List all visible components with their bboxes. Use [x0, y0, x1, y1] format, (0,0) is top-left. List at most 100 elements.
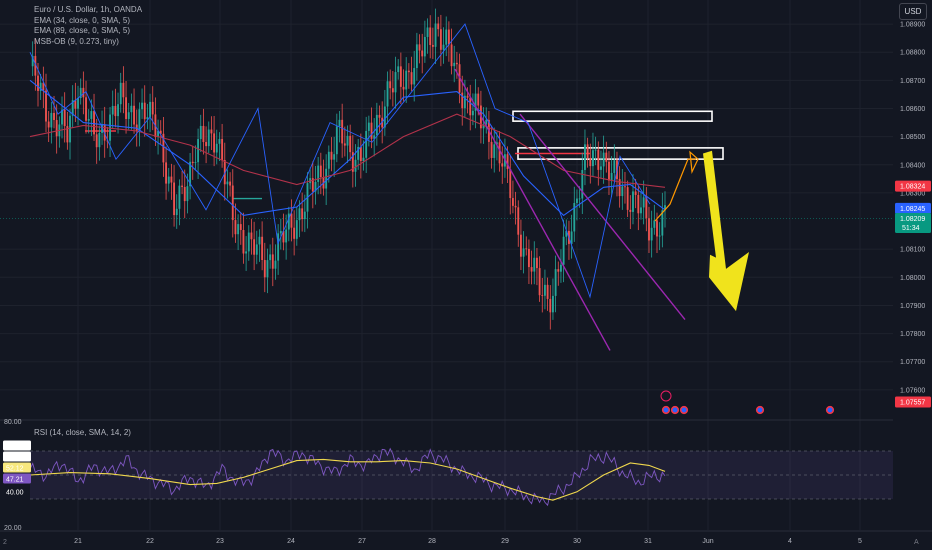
ema34-legend[interactable]: EMA (34, close, 0, SMA, 5) — [34, 15, 131, 25]
candle-body — [421, 50, 424, 57]
candle-body — [330, 151, 333, 160]
candle-body — [629, 209, 632, 212]
candle-body — [661, 210, 664, 236]
candle-body — [303, 211, 306, 220]
candle-body — [477, 93, 480, 106]
candle-body — [648, 218, 650, 241]
candle-body — [114, 105, 117, 117]
candle-body — [527, 248, 530, 268]
candle-body — [565, 230, 568, 237]
candle-body — [610, 172, 613, 181]
candle-body — [605, 152, 608, 162]
candle-body — [197, 139, 200, 163]
auto-scale-button[interactable]: A — [914, 539, 919, 546]
candle-body — [576, 198, 578, 203]
candle-body — [608, 161, 610, 181]
candle-body — [165, 162, 168, 184]
candle-body — [538, 268, 541, 296]
candle-body — [514, 205, 517, 208]
candle-body — [453, 62, 456, 67]
time-tick-label: 29 — [501, 538, 509, 545]
candle-body — [338, 119, 341, 127]
candle-body — [234, 220, 237, 235]
candle-body — [407, 70, 410, 73]
time-tick-label: 22 — [146, 538, 154, 545]
candle-body — [357, 146, 360, 160]
candle-body — [485, 119, 488, 125]
candle-body — [362, 157, 365, 162]
candle-body — [573, 202, 576, 232]
candle-body — [397, 66, 400, 73]
price-axis[interactable]: 1.08900 1.08800 1.08700 1.08600 1.08500 1.084… — [3, 0, 932, 550]
candle-body — [215, 143, 218, 153]
candle-body — [592, 150, 594, 167]
candle-body — [402, 86, 405, 90]
price-tag-label: 1.08209 — [900, 216, 925, 223]
candle-body — [549, 298, 552, 313]
candle-body — [53, 112, 55, 121]
candle-body — [664, 205, 666, 211]
candle-body — [637, 194, 640, 214]
candle-body — [117, 104, 119, 117]
candle-body — [546, 284, 549, 299]
candle-body — [410, 72, 413, 85]
rsi-tag-label: 47.21 — [6, 476, 24, 483]
candle-body — [181, 185, 184, 187]
candle-body — [122, 82, 125, 98]
rsi-tag-label: 67.02 — [6, 443, 24, 450]
economic-events[interactable] — [660, 390, 836, 416]
candle-body — [255, 244, 258, 255]
candle-body — [287, 213, 290, 230]
candle-body — [455, 62, 458, 65]
candle-body — [42, 82, 45, 91]
candle-body — [517, 207, 520, 235]
symbol-title[interactable]: Euro / U.S. Dollar, 1h, OANDA — [34, 5, 143, 14]
price-tick-label: 1.08100 — [900, 247, 925, 254]
rsi-tag — [3, 451, 31, 462]
time-tick-label: 23 — [216, 538, 224, 545]
candle-body — [624, 186, 626, 188]
event-icon — [827, 407, 833, 413]
time-tick-label: 31 — [644, 538, 652, 545]
candle-body — [557, 269, 560, 272]
msb-ob-legend[interactable]: MSB-OB (9, 0.273, tiny) — [34, 36, 119, 46]
candle-body — [95, 134, 98, 148]
candle-body — [439, 29, 442, 50]
candle-body — [560, 264, 562, 272]
candle-body — [386, 81, 389, 107]
candle-body — [266, 260, 269, 278]
price-tick-label: 1.08800 — [900, 50, 925, 57]
candle-body — [351, 152, 354, 172]
candle-body — [413, 68, 416, 85]
candle-body — [282, 230, 285, 243]
event-icon — [663, 407, 669, 413]
candle-body — [570, 231, 573, 244]
candle-body — [274, 260, 277, 269]
candle-body — [218, 138, 221, 144]
candle-body — [311, 178, 314, 192]
candle-body — [31, 55, 34, 67]
candle-body — [613, 160, 616, 173]
ema89-line — [29, 113, 666, 188]
candle-body — [159, 130, 162, 134]
price-tick-label: 1.08600 — [900, 106, 925, 113]
candle-body — [314, 181, 317, 192]
ema89-legend[interactable]: EMA (89, close, 0, SMA, 5) — [34, 26, 131, 35]
candle-body — [183, 186, 186, 202]
rsi-tag — [3, 440, 31, 451]
candle-body — [186, 186, 189, 202]
candle-body — [365, 130, 368, 158]
candle-body — [223, 159, 226, 185]
candle-body — [442, 44, 445, 50]
candle-body — [554, 269, 557, 296]
time-axis[interactable]: 21 22 23 24 27 28 29 30 31 Jun 4 5 — [0, 530, 932, 545]
price-axis-bg — [893, 0, 932, 550]
rsi-legend[interactable]: RSI (14, close, SMA, 14, 2) — [34, 428, 131, 437]
candle-body — [202, 125, 205, 143]
currency-button[interactable]: USD — [899, 3, 927, 20]
candle-body — [578, 198, 581, 200]
ema34-line — [29, 79, 666, 217]
candle-body — [138, 109, 141, 132]
candle-body — [618, 179, 621, 197]
